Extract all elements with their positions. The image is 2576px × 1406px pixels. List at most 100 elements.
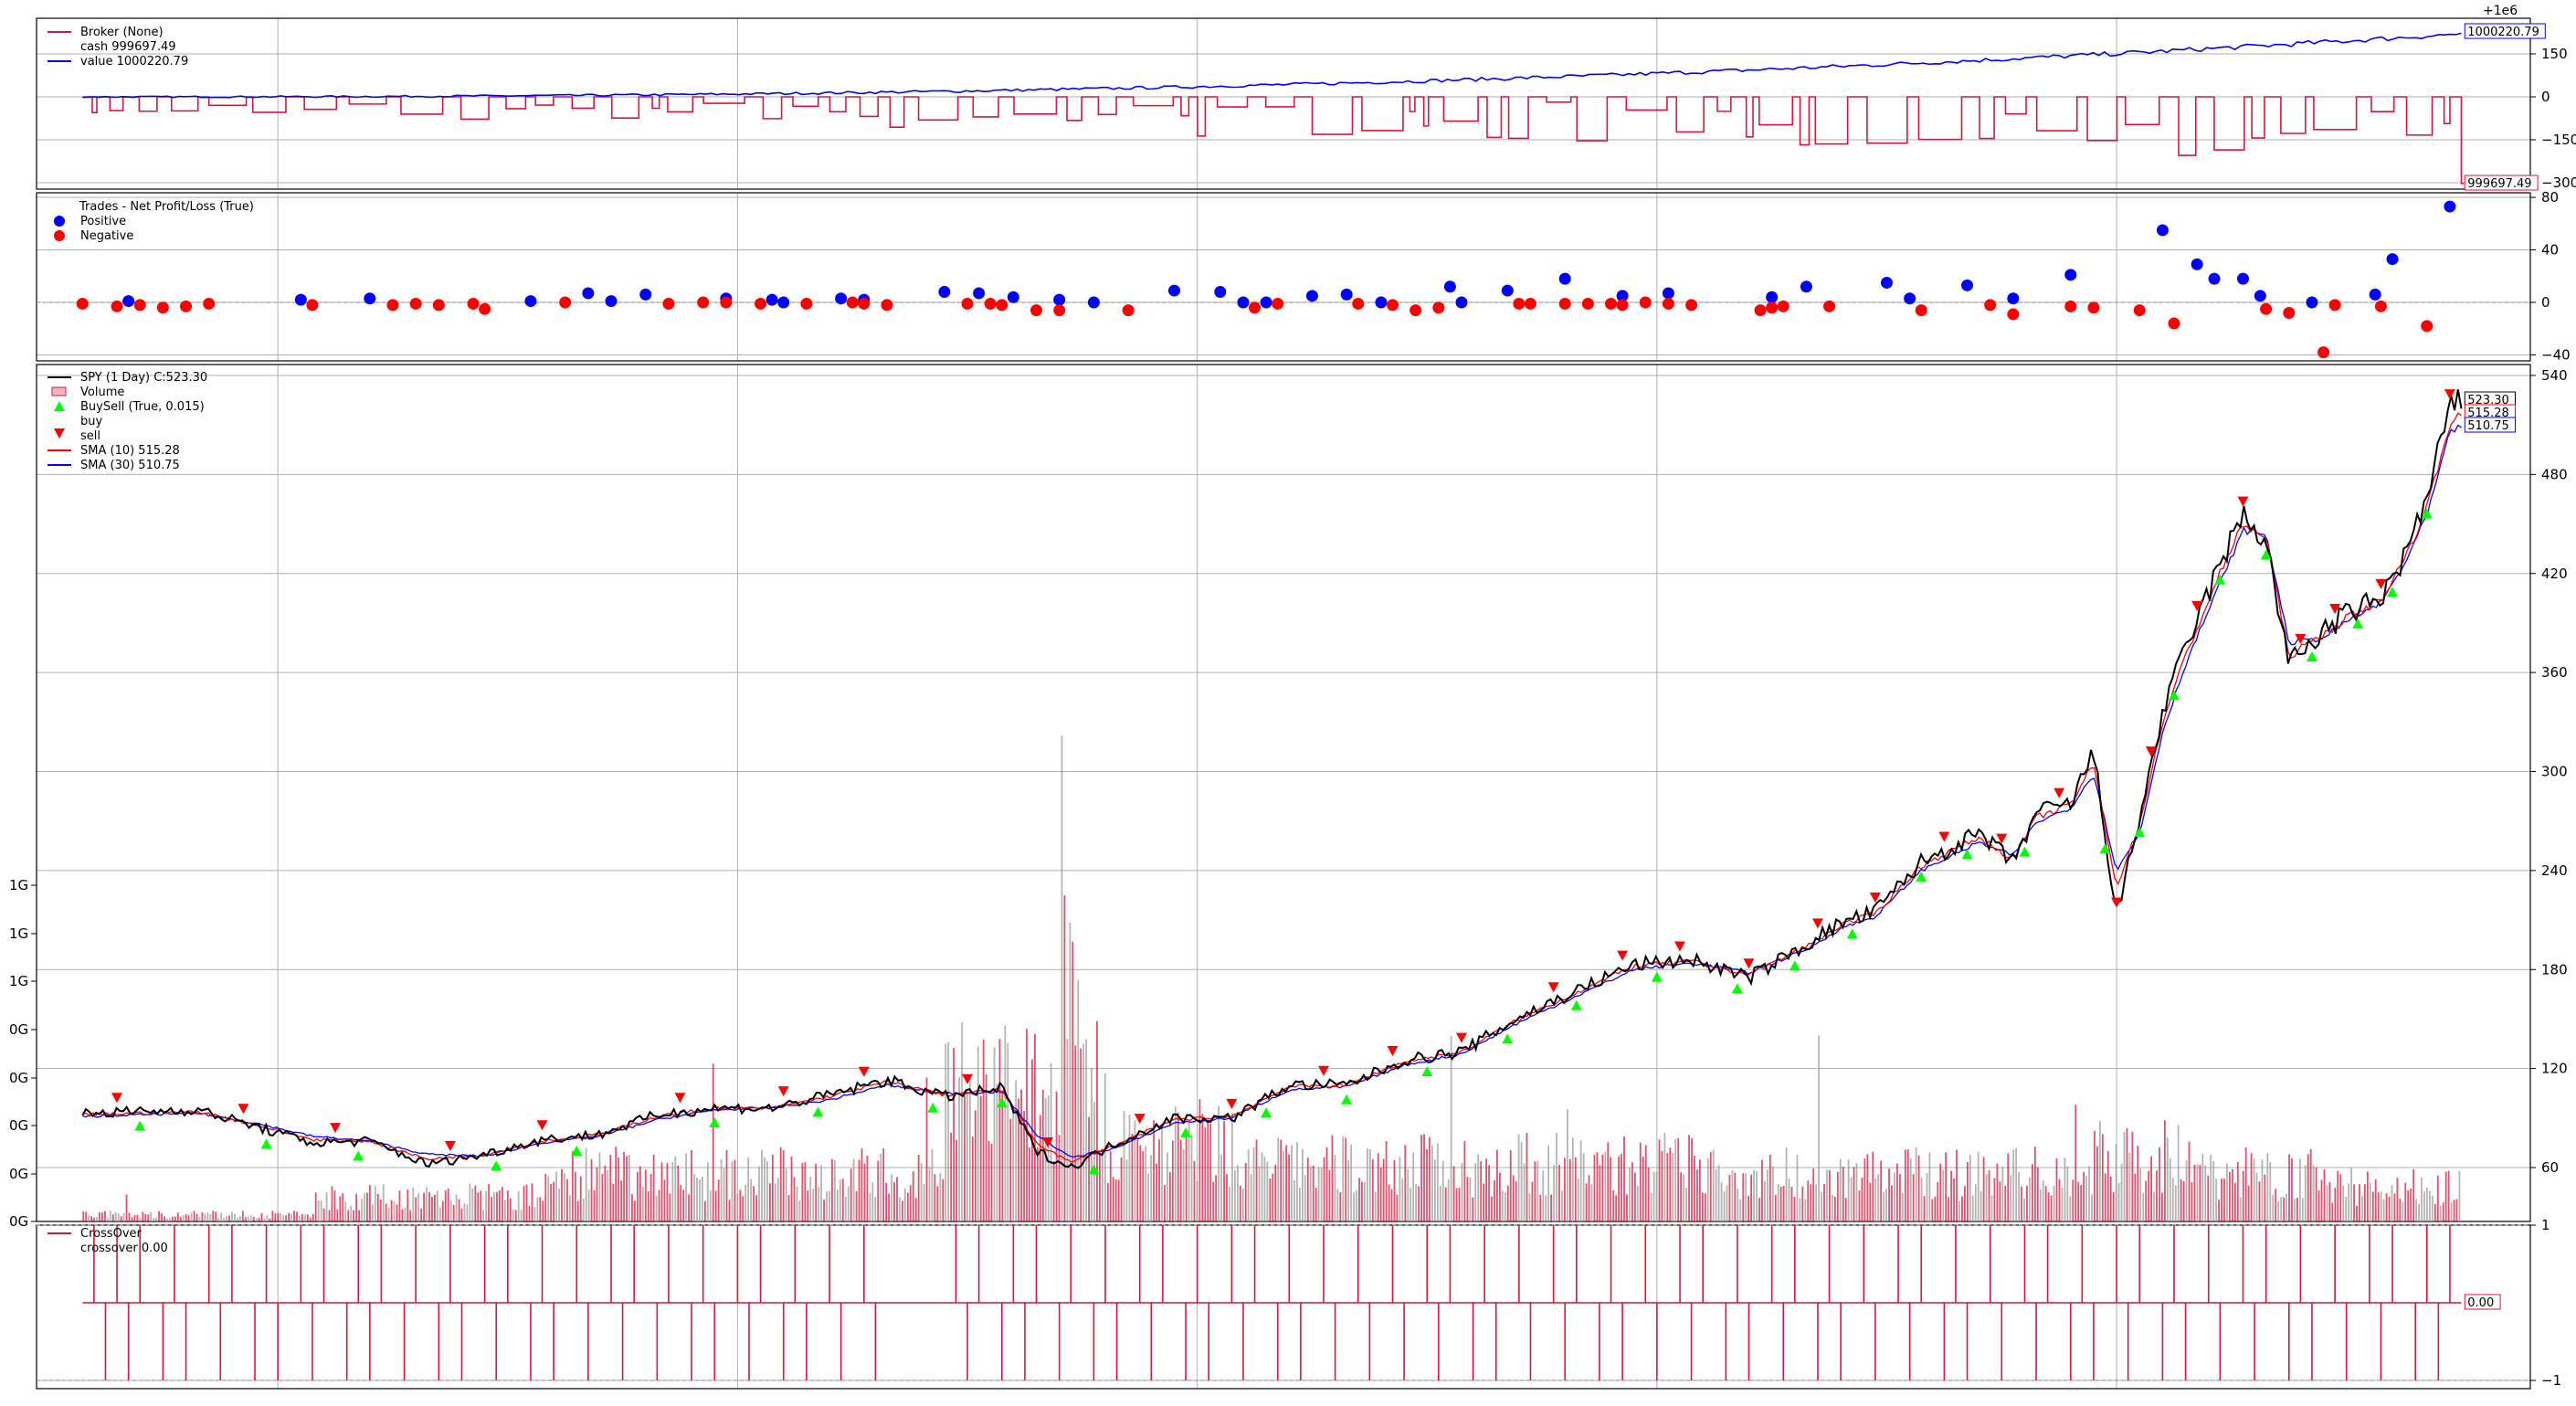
volume-bar xyxy=(1956,1149,1958,1221)
sell-marker xyxy=(2375,578,2387,589)
volume-bar xyxy=(523,1186,525,1221)
volume-bar xyxy=(117,1213,120,1221)
volume-bar xyxy=(869,1192,871,1221)
volume-bar xyxy=(249,1215,252,1221)
volume-bar xyxy=(2359,1184,2360,1221)
volume-bar xyxy=(2450,1202,2453,1221)
volume-bar xyxy=(493,1191,495,1221)
volume-bar xyxy=(1950,1170,1953,1221)
volume-bar xyxy=(1785,1147,1788,1221)
sell-marker xyxy=(238,1104,249,1115)
volume-bar xyxy=(204,1213,206,1221)
volume-bar xyxy=(1810,1184,1812,1221)
volume-bar xyxy=(2296,1198,2298,1221)
positive-trade-point xyxy=(1766,291,1779,303)
volume-bar xyxy=(2455,1199,2458,1221)
volume-bar xyxy=(1034,1033,1036,1221)
volume-bar xyxy=(438,1207,441,1221)
volume-bar xyxy=(1082,1043,1085,1221)
volume-bar xyxy=(561,1168,563,1221)
volume-bar xyxy=(120,1216,122,1221)
volume-bar xyxy=(1531,1181,1534,1221)
volume-bar xyxy=(288,1212,290,1221)
volume-bar xyxy=(712,1063,714,1221)
panel-frame xyxy=(36,1224,2531,1390)
volume-bar xyxy=(1801,1186,1804,1221)
volume-bar xyxy=(85,1211,88,1221)
positive-trade-point xyxy=(1662,287,1674,300)
volume-bar xyxy=(2382,1199,2385,1221)
volume-bar xyxy=(1894,1172,1895,1221)
volume-bar xyxy=(2307,1154,2309,1221)
volume-bar xyxy=(1804,1199,1807,1221)
volume-bar xyxy=(1339,1191,1342,1221)
volume-bar xyxy=(1328,1169,1331,1221)
volume-bar xyxy=(328,1210,331,1221)
sell-marker xyxy=(111,1093,123,1104)
sma10-line xyxy=(82,412,2462,1163)
sell-marker xyxy=(1134,1114,1145,1125)
volume-bar xyxy=(2231,1168,2233,1221)
volume-bar xyxy=(1585,1183,1588,1221)
volume-bar xyxy=(1412,1152,1415,1221)
y-tick-label: −40 xyxy=(2541,347,2571,364)
sell-marker xyxy=(1387,1046,1399,1057)
volume-bar xyxy=(2029,1177,2031,1221)
volume-bar xyxy=(1990,1195,1993,1221)
volume-bar xyxy=(2323,1168,2326,1221)
volume-bar xyxy=(839,1179,841,1221)
volume-bar xyxy=(1796,1154,1799,1221)
cash-last-tag-box xyxy=(2464,174,2539,191)
volume-bar xyxy=(1709,1152,1712,1221)
volume-bar xyxy=(990,1143,993,1221)
volume-bar xyxy=(2106,1150,2109,1221)
volume-bar xyxy=(874,1197,877,1221)
volume-bar xyxy=(1766,1169,1768,1221)
volume-bar xyxy=(714,1190,717,1221)
volume-bar xyxy=(1161,1124,1163,1221)
sell-marker xyxy=(962,1073,974,1084)
volume-bar xyxy=(1604,1151,1607,1221)
volume-bar xyxy=(1158,1139,1160,1221)
volume-bar xyxy=(1863,1158,1866,1221)
sell-marker xyxy=(2111,897,2123,908)
volume-bar xyxy=(815,1163,818,1221)
volume-bar xyxy=(1429,1136,1431,1221)
volume-bar xyxy=(852,1158,855,1221)
volume-bar xyxy=(1450,1035,1452,1221)
volume-bar xyxy=(190,1212,193,1221)
volume-bar xyxy=(2396,1178,2399,1221)
volume-bar xyxy=(2233,1182,2236,1221)
legend-label: Volume xyxy=(80,386,124,399)
volume-bar xyxy=(455,1194,458,1221)
volume-bar xyxy=(480,1190,482,1221)
volume-bar xyxy=(2436,1175,2439,1221)
volume-bar xyxy=(1694,1155,1695,1221)
negative-trade-point xyxy=(1766,301,1779,314)
volume-bar xyxy=(1252,1147,1255,1221)
volume-bar xyxy=(1807,1180,1810,1221)
negative-trade-point xyxy=(800,297,813,310)
volume-bar xyxy=(582,1199,585,1221)
volume-bar xyxy=(1515,1180,1517,1221)
volume-bar xyxy=(2148,1170,2150,1221)
volume-bar xyxy=(1209,1123,1212,1221)
volume-bar xyxy=(1901,1192,1904,1221)
buy-marker xyxy=(1731,983,1743,994)
volume-bar xyxy=(2050,1195,2053,1221)
positive-trade-point xyxy=(2306,296,2318,309)
volume-bar xyxy=(880,1153,882,1221)
y-tick-label: 420 xyxy=(2541,566,2568,582)
volume-bar xyxy=(1499,1172,1501,1221)
volume-bar xyxy=(958,1077,960,1221)
trades-panel: 80 40 0 −40 Trades - Net Profit/Loss (True)P… xyxy=(36,189,2571,364)
volume-bar xyxy=(587,1189,590,1221)
volume-bar xyxy=(169,1218,171,1221)
volume-bar xyxy=(1272,1173,1274,1221)
volume-bar xyxy=(2169,1158,2171,1221)
buy-marker xyxy=(927,1102,939,1113)
volume-bar xyxy=(1036,1147,1039,1221)
volume-bar xyxy=(901,1200,903,1221)
volume-bar xyxy=(590,1158,593,1221)
legend-marker xyxy=(54,401,65,411)
